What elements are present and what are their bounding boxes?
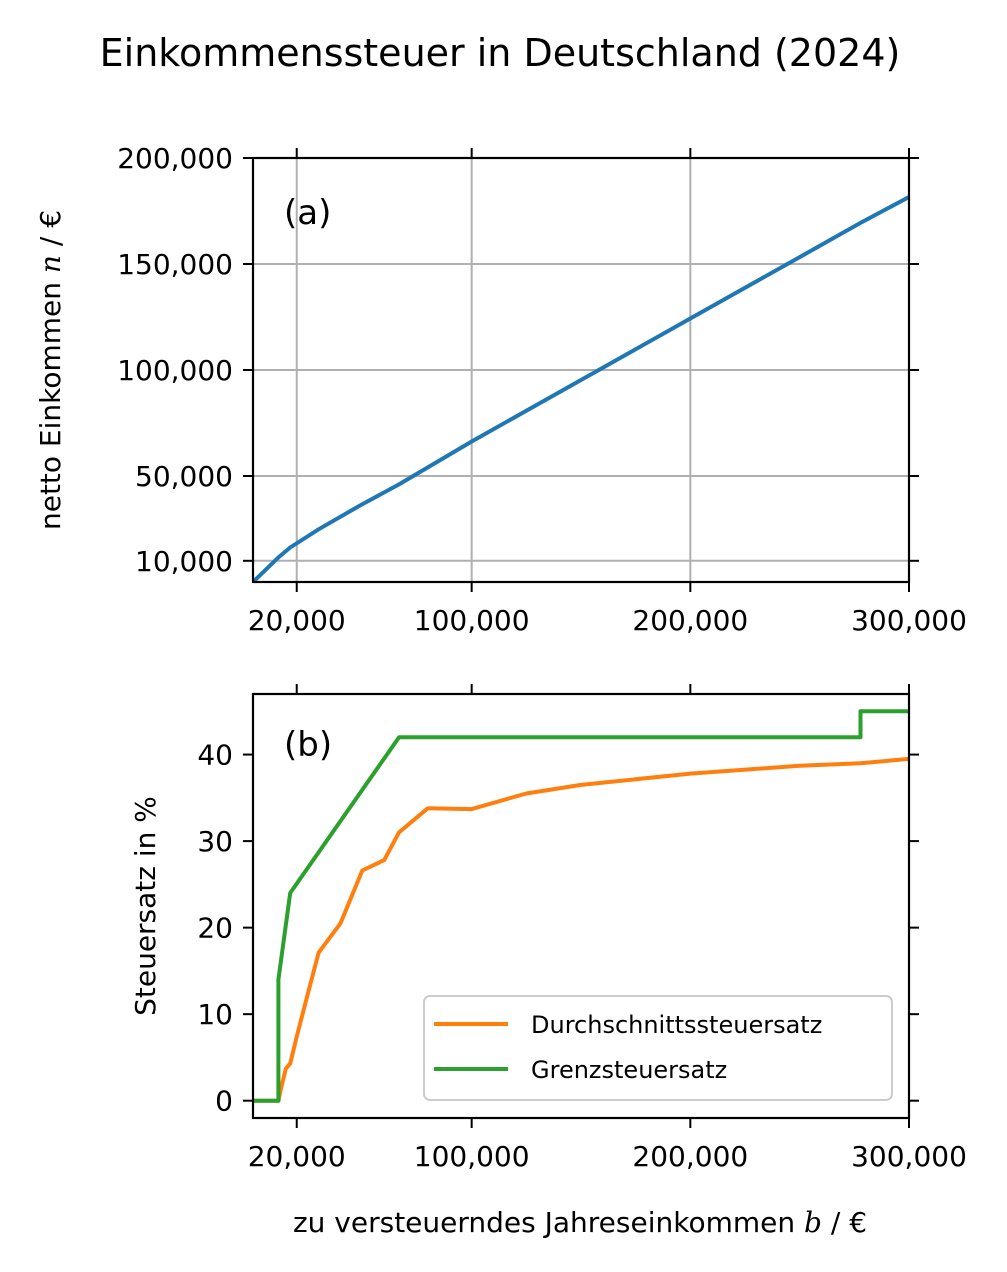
- series-line-durchschnittssteuersatz: [253, 756, 909, 1103]
- x-ticks-a: 20,000 100,000 200,000 300,000: [248, 148, 967, 637]
- x-tick-label: 200,000: [632, 1140, 748, 1173]
- series-b: [253, 709, 909, 1103]
- series-line-grenzsteuersatz: [253, 709, 909, 1103]
- y-axis-label-a-text: netto Einkommen: [34, 282, 67, 530]
- panel-a: 20,000 100,000 200,000 300,000 10,000 50,000…: [34, 142, 967, 637]
- x-axis-label-b-text: zu versteuerndes Jahreseinkommen: [293, 1206, 795, 1239]
- y-tick-label: 10: [197, 998, 233, 1031]
- x-tick-label: 300,000: [851, 604, 967, 637]
- figure-title: Einkommenssteuer in Deutschland (2024): [100, 31, 901, 75]
- series-a: [253, 195, 909, 582]
- x-axis-label-b-unit: €: [849, 1206, 867, 1239]
- y-axis-label-a-unit: €: [34, 210, 67, 228]
- y-tick-label: 20: [197, 912, 233, 945]
- y-tick-label: 0: [215, 1085, 233, 1118]
- panel-label-b: (b): [284, 725, 332, 765]
- y-tick-label: 30: [197, 825, 233, 858]
- legend-label-durchschnittssteuersatz: Durchschnittssteuersatz: [531, 1011, 822, 1039]
- x-tick-label: 100,000: [414, 1140, 530, 1173]
- y-tick-label: 200,000: [117, 142, 233, 175]
- y-ticks-b: 0 10 20 30 40: [197, 739, 919, 1118]
- x-axis-label-b: zu versteuerndes Jahreseinkommen b / €: [293, 1206, 867, 1239]
- y-ticks-a: 10,000 50,000 100,000 150,000 200,000: [117, 142, 919, 578]
- panel-b: 20,000 100,000 200,000 300,000 0 10 20 30 40 (b…: [129, 684, 967, 1239]
- y-axis-label-b: Steuersatz in %: [129, 796, 162, 1016]
- x-tick-label: 200,000: [632, 604, 748, 637]
- x-ticks-b: 20,000 100,000 200,000 300,000: [248, 684, 967, 1173]
- x-tick-label: 300,000: [851, 1140, 967, 1173]
- y-tick-label: 150,000: [117, 248, 233, 281]
- x-tick-label: 100,000: [414, 604, 530, 637]
- y-axis-label-a: netto Einkommen n / €: [34, 210, 67, 530]
- panel-label-a: (a): [284, 193, 331, 233]
- x-tick-label: 20,000: [248, 1140, 346, 1173]
- legend: Durchschnittssteuersatz Grenzsteuersatz: [423, 995, 893, 1101]
- x-axis-label-b-var: b: [804, 1206, 822, 1239]
- grid-a: [253, 157, 910, 582]
- y-axis-label-a-var: n: [34, 255, 67, 273]
- x-tick-label: 20,000: [248, 604, 346, 637]
- y-tick-label: 40: [197, 739, 233, 772]
- axes-frame-b: [251, 692, 911, 1120]
- legend-box: [423, 995, 893, 1101]
- y-tick-label: 100,000: [117, 354, 233, 387]
- series-line-a-0: [253, 195, 909, 582]
- y-tick-label: 50,000: [135, 460, 233, 493]
- y-tick-label: 10,000: [135, 545, 233, 578]
- legend-label-grenzsteuersatz: Grenzsteuersatz: [531, 1056, 727, 1084]
